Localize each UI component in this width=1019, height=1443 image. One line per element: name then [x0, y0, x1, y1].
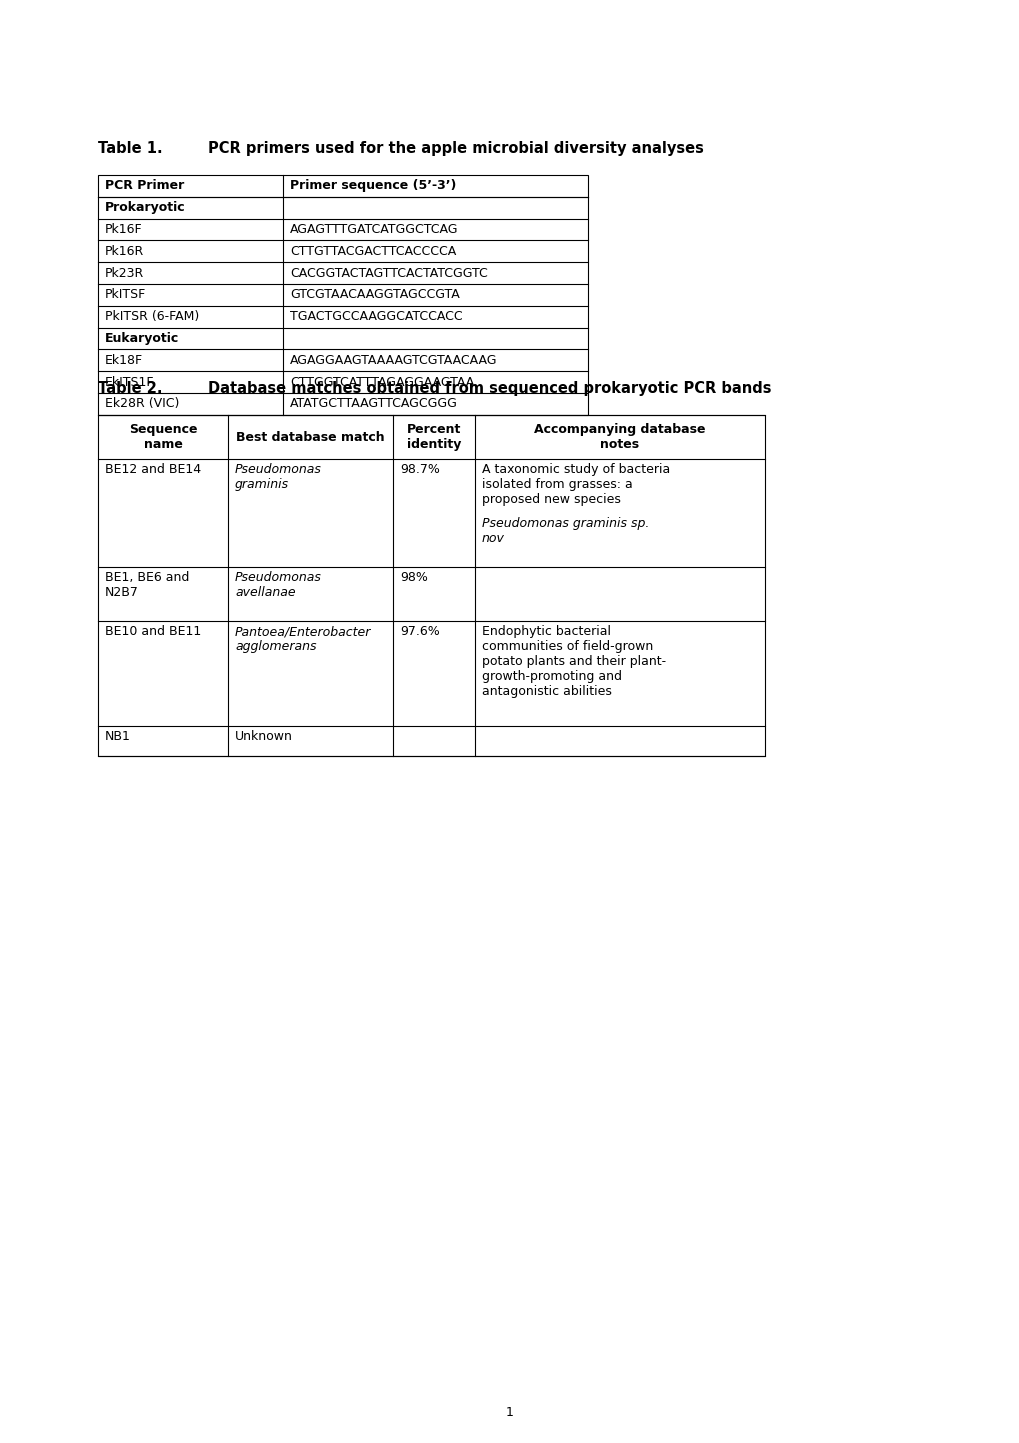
Text: Prokaryotic: Prokaryotic: [105, 201, 185, 214]
Text: Table 2.: Table 2.: [98, 381, 162, 395]
Text: Pseudomonas graminis sp.
nov: Pseudomonas graminis sp. nov: [482, 517, 649, 544]
Text: 1: 1: [505, 1407, 514, 1420]
Text: Best database match: Best database match: [236, 430, 384, 443]
Text: Ek18F: Ek18F: [105, 354, 143, 367]
Text: 98%: 98%: [399, 571, 427, 584]
Text: Primer sequence (5’-3’): Primer sequence (5’-3’): [289, 179, 455, 192]
Text: Sequence
name: Sequence name: [128, 423, 197, 452]
Text: PkITSR (6-FAM): PkITSR (6-FAM): [105, 310, 199, 323]
Text: Percent
identity: Percent identity: [407, 423, 461, 452]
Text: Pk16F: Pk16F: [105, 224, 143, 237]
Text: CACGGTACTAGTTCACTATCGGTC: CACGGTACTAGTTCACTATCGGTC: [289, 267, 487, 280]
Text: Endophytic bacterial
communities of field-grown
potato plants and their plant-
g: Endophytic bacterial communities of fiel…: [482, 625, 665, 698]
Text: Eukaryotic: Eukaryotic: [105, 332, 179, 345]
Text: PCR Primer: PCR Primer: [105, 179, 184, 192]
Text: 97.6%: 97.6%: [399, 625, 439, 638]
Text: EkITS1F: EkITS1F: [105, 375, 154, 388]
Bar: [98, 175, 587, 414]
Text: AGAGTTTGATCATGGCTCAG: AGAGTTTGATCATGGCTCAG: [289, 224, 459, 237]
Text: ATATGCTTAAGTTCAGCGGG: ATATGCTTAAGTTCAGCGGG: [289, 397, 458, 410]
Text: BE12 and BE14: BE12 and BE14: [105, 463, 201, 476]
Text: Pseudomonas
avellanae: Pseudomonas avellanae: [234, 571, 322, 599]
Text: Pk16R: Pk16R: [105, 245, 144, 258]
Text: 98.7%: 98.7%: [399, 463, 439, 476]
Text: Unknown: Unknown: [234, 730, 292, 743]
Text: CTTGGTCATTTAGAGGAAGTAA: CTTGGTCATTTAGAGGAAGTAA: [289, 375, 474, 388]
Text: BE1, BE6 and
N2B7: BE1, BE6 and N2B7: [105, 571, 190, 599]
Text: GTCGTAACAAGGTAGCCGTA: GTCGTAACAAGGTAGCCGTA: [289, 289, 460, 302]
Text: TGACTGCCAAGGCATCCACC: TGACTGCCAAGGCATCCACC: [289, 310, 463, 323]
Text: PCR primers used for the apple microbial diversity analyses: PCR primers used for the apple microbial…: [208, 141, 703, 156]
Text: Table 1.: Table 1.: [98, 141, 162, 156]
Text: Pk23R: Pk23R: [105, 267, 144, 280]
Text: Database matches obtained from sequenced prokaryotic PCR bands: Database matches obtained from sequenced…: [208, 381, 770, 395]
Text: AGAGGAAGTAAAAGTCGTAACAAG: AGAGGAAGTAAAAGTCGTAACAAG: [289, 354, 497, 367]
Text: A taxonomic study of bacteria
isolated from grasses: a
proposed new species: A taxonomic study of bacteria isolated f…: [482, 463, 669, 506]
Text: Pseudomonas
graminis: Pseudomonas graminis: [234, 463, 322, 491]
Bar: [98, 416, 764, 756]
Text: BE10 and BE11: BE10 and BE11: [105, 625, 201, 638]
Text: NB1: NB1: [105, 730, 130, 743]
Text: Ek28R (VIC): Ek28R (VIC): [105, 397, 179, 410]
Text: CTTGTTACGACTTCACCCCA: CTTGTTACGACTTCACCCCA: [289, 245, 455, 258]
Text: Accompanying database
notes: Accompanying database notes: [534, 423, 705, 452]
Text: Pantoea/Enterobacter
agglomerans: Pantoea/Enterobacter agglomerans: [234, 625, 371, 654]
Text: PkITSF: PkITSF: [105, 289, 146, 302]
